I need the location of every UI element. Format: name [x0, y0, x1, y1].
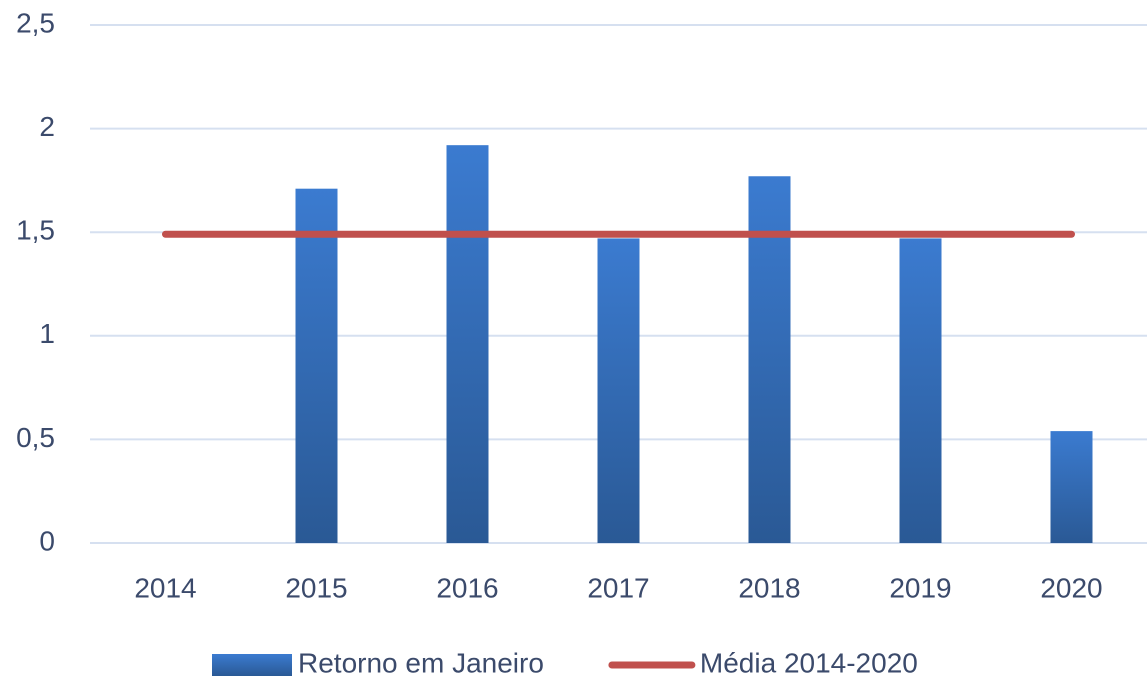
x-tick-label: 2017 — [587, 572, 649, 603]
y-tick-label: 1,5 — [16, 215, 55, 246]
x-tick-label: 2016 — [436, 572, 498, 603]
bar — [899, 238, 942, 543]
y-tick-label: 0,5 — [16, 422, 55, 453]
x-tick-label: 2014 — [134, 572, 196, 603]
y-tick-label: 0 — [39, 525, 55, 556]
x-tick-label: 2018 — [738, 572, 800, 603]
x-tick-label: 2019 — [889, 572, 951, 603]
y-tick-label: 2 — [39, 111, 55, 142]
legend-label: Retorno em Janeiro — [298, 647, 544, 678]
y-tick-label: 1 — [39, 318, 55, 349]
bar — [597, 238, 640, 543]
bar — [1050, 431, 1093, 543]
bar — [295, 188, 338, 544]
x-tick-label: 2015 — [285, 572, 347, 603]
legend-label: Média 2014-2020 — [700, 647, 918, 678]
bar — [446, 145, 489, 543]
x-tick-label: 2020 — [1040, 572, 1102, 603]
y-tick-label: 2,5 — [16, 7, 55, 38]
legend-swatch — [212, 654, 292, 676]
